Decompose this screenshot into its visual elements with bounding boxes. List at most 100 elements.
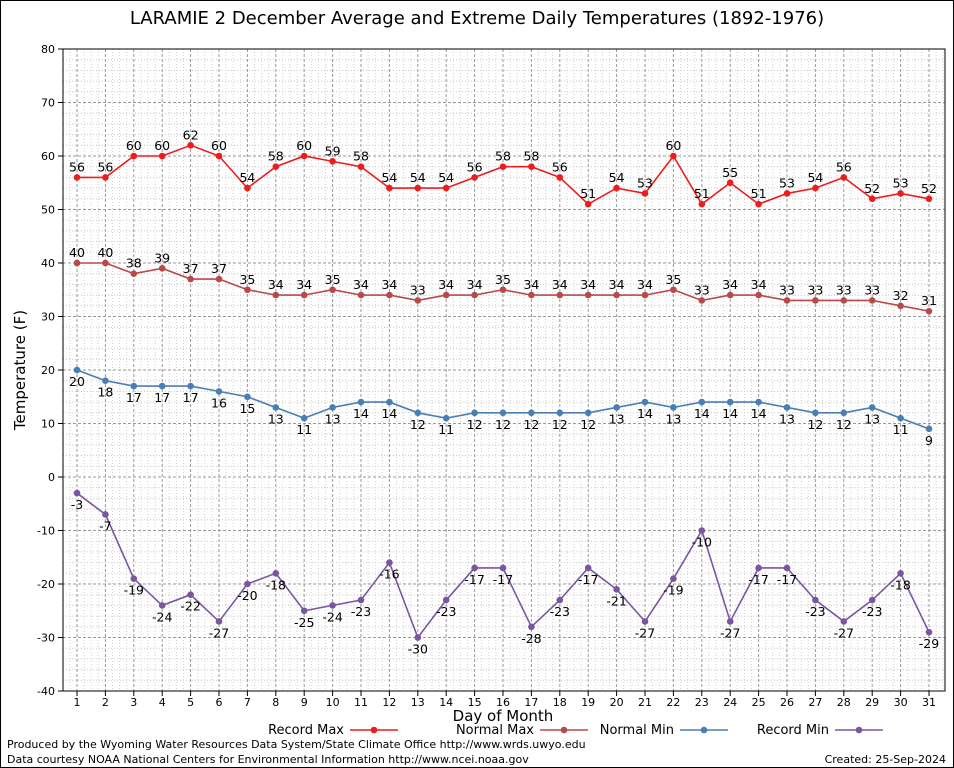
data-label: -17: [578, 572, 598, 587]
x-tick-label: 4: [159, 696, 166, 709]
data-label: 53: [779, 175, 795, 190]
y-tick-label: 40: [41, 257, 55, 270]
y-tick-label: -20: [37, 578, 55, 591]
data-label: -17: [777, 572, 797, 587]
data-label: 12: [807, 417, 823, 432]
x-tick-label: 1: [74, 696, 81, 709]
data-label: 60: [296, 138, 312, 153]
data-label: -23: [436, 604, 456, 619]
data-point: [840, 409, 848, 417]
data-point: [73, 259, 81, 267]
data-label: 60: [126, 138, 142, 153]
data-point: [471, 174, 478, 181]
data-label: 54: [807, 170, 823, 185]
data-label: -19: [124, 583, 144, 598]
data-label: 56: [97, 159, 113, 174]
data-point: [414, 409, 422, 417]
data-label: 35: [495, 272, 511, 287]
x-tick-label: 19: [581, 696, 595, 709]
data-point: [868, 596, 876, 604]
data-label: 14: [751, 406, 767, 421]
data-point: [386, 398, 393, 406]
data-point: [357, 596, 365, 604]
data-point: [414, 184, 422, 192]
data-point: [840, 618, 848, 625]
data-point: [698, 297, 706, 304]
data-label: 12: [552, 417, 568, 432]
data-point: [329, 286, 336, 294]
x-tick-label: 5: [187, 696, 194, 709]
data-point: [528, 623, 535, 631]
data-point: [783, 404, 791, 411]
data-label: 14: [353, 406, 369, 421]
data-point: [471, 564, 478, 572]
data-label: 60: [665, 138, 681, 153]
data-point: [244, 580, 251, 588]
y-tick-label: -30: [37, 632, 55, 645]
data-point: [442, 184, 450, 192]
data-label: 56: [69, 159, 85, 174]
x-tick-label: 23: [695, 696, 709, 709]
data-point: [698, 398, 706, 406]
data-label: 40: [69, 245, 85, 260]
data-label: 14: [637, 406, 653, 421]
legend: Record Max Normal Max Normal Min Record Min: [268, 723, 883, 738]
data-label: 54: [609, 170, 625, 185]
legend-marker: [855, 726, 863, 734]
data-point: [300, 414, 308, 422]
data-label: 20: [69, 374, 85, 389]
data-label: 38: [126, 256, 142, 271]
data-point: [414, 634, 422, 641]
x-tick-label: 7: [244, 696, 251, 709]
x-tick-label: 9: [301, 696, 308, 709]
data-point: [613, 586, 620, 593]
data-point: [868, 404, 876, 411]
data-label: 13: [864, 411, 880, 426]
data-point: [897, 190, 904, 197]
data-label: -23: [550, 604, 570, 619]
data-label: 12: [523, 417, 539, 432]
data-point: [812, 409, 819, 417]
data-point: [613, 404, 620, 411]
data-point: [925, 195, 933, 203]
data-point: [442, 291, 450, 299]
legend-marker: [700, 726, 708, 734]
x-tick-label: 24: [723, 696, 737, 709]
data-point: [499, 564, 507, 572]
data-point: [812, 184, 819, 192]
data-label: 34: [722, 277, 738, 292]
data-label: 13: [325, 411, 341, 426]
data-label: -24: [152, 609, 172, 624]
data-label: -7: [99, 518, 111, 533]
data-label: 14: [722, 406, 738, 421]
data-point: [556, 291, 564, 299]
x-tick-label: 18: [553, 696, 567, 709]
data-label: 34: [353, 277, 369, 292]
data-label: -23: [351, 604, 371, 619]
data-label: -3: [71, 497, 83, 512]
data-point: [244, 286, 251, 294]
data-point: [244, 393, 251, 401]
data-point: [641, 291, 649, 299]
y-tick-label: 50: [41, 204, 55, 217]
y-tick-label: 80: [41, 43, 55, 56]
data-point: [386, 291, 393, 299]
data-point: [584, 291, 592, 299]
data-label: 13: [665, 411, 681, 426]
x-tick-label: 11: [354, 696, 368, 709]
data-label: 35: [325, 272, 341, 287]
data-label: 53: [893, 175, 909, 190]
data-point: [357, 291, 365, 299]
data-label: 33: [836, 282, 852, 297]
data-point: [73, 174, 81, 181]
data-point: [272, 163, 280, 170]
footer-data-source: Data courtesy NOAA National Centers for …: [7, 753, 529, 766]
y-tick-label: 0: [48, 471, 55, 484]
data-point: [272, 404, 280, 411]
x-tick-label: 22: [666, 696, 680, 709]
data-point: [670, 404, 677, 411]
data-label: -18: [890, 577, 910, 592]
data-point: [755, 564, 762, 572]
data-point: [499, 163, 507, 170]
